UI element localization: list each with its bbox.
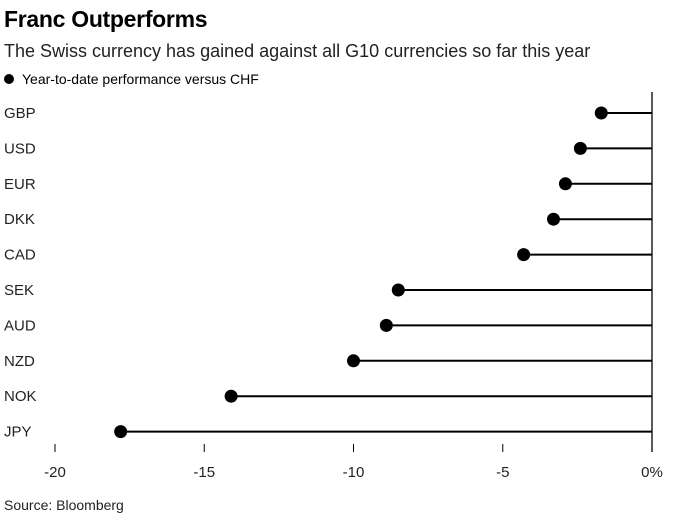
x-tick-label: -20	[44, 464, 66, 481]
lollipop-point	[114, 425, 128, 439]
lollipop-point	[379, 318, 393, 332]
chart-subtitle: The Swiss currency has gained against al…	[4, 41, 591, 61]
category-label: EUR	[4, 176, 36, 193]
lollipop-point	[517, 248, 531, 262]
lollipop-point	[347, 354, 360, 368]
category-label: CAD	[4, 247, 36, 264]
x-tick-label: -5	[496, 464, 509, 481]
category-label: NOK	[4, 388, 37, 405]
category-label: AUD	[4, 317, 36, 334]
category-label: USD	[4, 140, 36, 157]
category-label: JPY	[4, 424, 32, 441]
x-tick-label: -15	[193, 464, 215, 481]
legend-label: Year-to-date performance versus CHF	[22, 71, 259, 87]
lollipop-point	[546, 212, 560, 226]
category-label: DKK	[4, 211, 35, 228]
category-label: NZD	[4, 353, 35, 370]
lollipop-point	[224, 389, 238, 403]
lollipop-point	[391, 283, 405, 297]
lollipop-point	[573, 141, 587, 155]
lollipop-point	[594, 106, 608, 120]
legend-marker	[4, 74, 14, 84]
legend: Year-to-date performance versus CHF	[4, 71, 259, 87]
category-label: GBP	[4, 105, 36, 122]
chart-title: Franc Outperforms	[4, 6, 208, 32]
source-note: Source: Bloomberg	[4, 497, 124, 513]
lollipop-point	[558, 177, 572, 191]
x-tick-label: 0%	[641, 464, 663, 481]
x-tick-label: -10	[343, 464, 365, 481]
category-label: SEK	[4, 282, 34, 299]
